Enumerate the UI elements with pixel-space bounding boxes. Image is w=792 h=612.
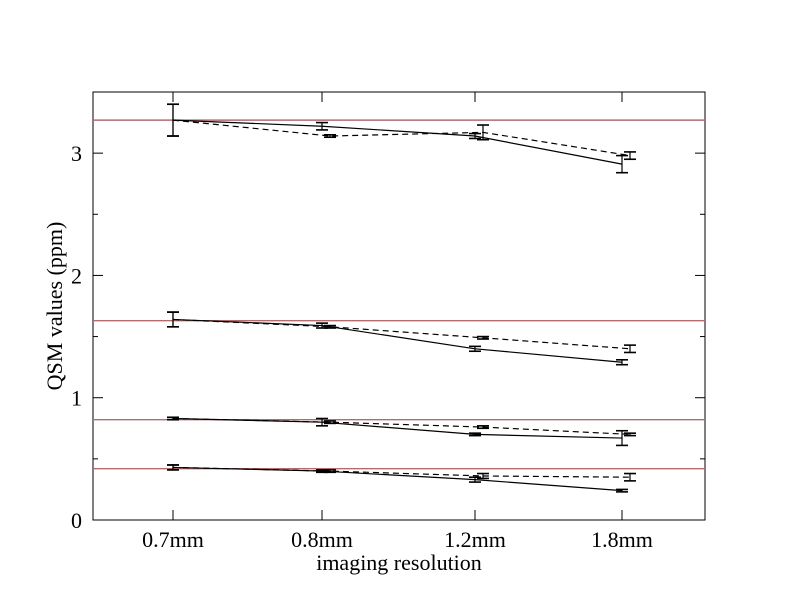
series-line-group1-solid	[172, 119, 623, 165]
y-tick-label: 2	[71, 263, 82, 288]
x-tick-label: 0.8mm	[291, 527, 353, 552]
error-bar-group3-dashed	[624, 432, 636, 437]
error-bar-group1-solid	[316, 121, 328, 131]
y-tick-label: 0	[71, 508, 82, 533]
series-line-group4-dashed	[172, 466, 631, 478]
x-axis-label: imaging resolution	[316, 550, 482, 575]
error-bar-group4-solid	[469, 476, 481, 483]
series-line-group1-dashed	[172, 119, 631, 157]
tick-labels: 0.7mm 0.8mm 1.2mm 1.8mm 0 1 2 3	[71, 141, 653, 552]
error-bar-group1-dashed	[167, 103, 179, 137]
error-bar-group3-dashed	[167, 416, 179, 421]
error-bar-group3-solid	[616, 429, 628, 447]
error-bar-group4-dashed	[477, 472, 489, 480]
reference-lines	[93, 119, 705, 470]
axis-ticks	[93, 92, 705, 521]
series-line-group3-dashed	[172, 417, 631, 435]
x-tick-label: 1.2mm	[444, 527, 506, 552]
error-bar-group1-dashed	[324, 134, 336, 139]
error-bar-group3-dashed	[324, 420, 336, 425]
error-bar-group4-solid	[616, 488, 628, 493]
x-tick-label: 0.7mm	[142, 527, 204, 552]
error-bar-group3-solid	[316, 417, 328, 427]
series-line-group2-solid	[172, 318, 623, 363]
series-line-group3-solid	[172, 417, 623, 439]
series-lines	[172, 119, 631, 492]
error-bar-group2-dashed	[167, 311, 179, 328]
error-bar-group4-dashed	[167, 464, 179, 471]
error-bar-group4-dashed	[324, 469, 336, 474]
error-bar-group2-solid	[469, 345, 481, 353]
plot-frame	[92, 91, 706, 521]
error-bar-group2-dashed	[324, 324, 336, 329]
error-bar-group2-dashed	[477, 335, 489, 340]
error-bar-group1-solid	[616, 154, 628, 174]
error-bar-group1-dashed	[624, 151, 636, 161]
error-bar-group2-solid	[616, 359, 628, 366]
error-bar-group3-solid	[469, 432, 481, 437]
y-tick-label: 1	[71, 386, 82, 411]
error-bar-group3-dashed	[477, 425, 489, 430]
error-bar-group2-dashed	[624, 344, 636, 354]
x-tick-label: 1.8mm	[591, 527, 653, 552]
error-bar-group4-dashed	[624, 472, 636, 482]
error-bars	[167, 103, 636, 493]
y-axis-label: QSM values (ppm)	[42, 222, 67, 391]
series-line-group4-solid	[172, 466, 623, 492]
y-tick-label: 3	[71, 141, 82, 166]
series-line-group2-dashed	[172, 318, 631, 350]
error-bar-group1-dashed	[477, 124, 489, 141]
error-bar-group1-solid	[469, 132, 481, 140]
